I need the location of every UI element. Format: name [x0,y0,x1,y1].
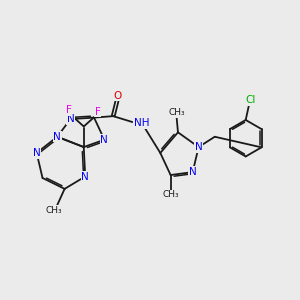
Text: NH: NH [134,118,149,128]
Text: N: N [81,172,89,182]
Text: CH₃: CH₃ [46,206,63,215]
Text: CH₃: CH₃ [168,108,185,117]
Text: N: N [195,142,203,152]
Text: O: O [113,91,122,100]
Text: N: N [33,148,41,158]
Text: N: N [53,132,61,142]
Text: F: F [65,105,71,115]
Text: Cl: Cl [245,95,256,105]
Text: N: N [67,114,74,124]
Text: CH₃: CH₃ [162,190,179,199]
Text: F: F [95,107,100,117]
Text: N: N [189,167,196,177]
Text: N: N [100,135,108,145]
